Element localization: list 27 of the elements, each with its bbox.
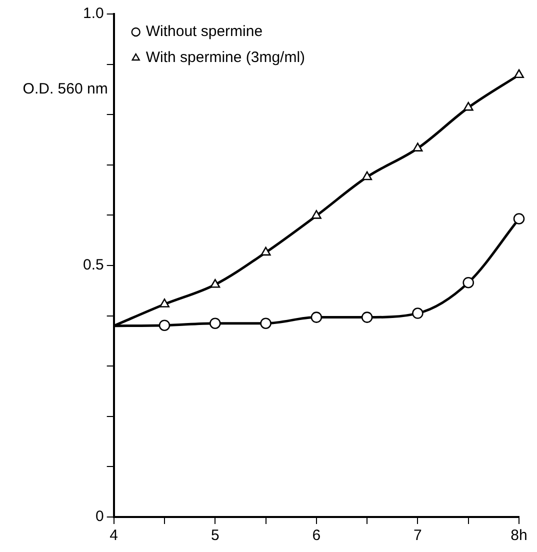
point xyxy=(311,210,322,219)
legend-label: Without spermine xyxy=(146,23,263,40)
x-tick-label: 4 xyxy=(110,527,118,544)
point xyxy=(260,318,272,329)
point xyxy=(463,102,474,111)
y-tick-label: 0 xyxy=(96,508,104,526)
x-tick-label: 7 xyxy=(414,527,422,544)
x-tick-label: 6 xyxy=(312,527,321,544)
point xyxy=(412,142,423,152)
point xyxy=(310,312,322,323)
legend-label: With spermine (3mg/ml) xyxy=(146,49,306,66)
point xyxy=(260,246,271,256)
point xyxy=(210,278,220,288)
x-tick-label: 8h xyxy=(510,527,528,544)
point xyxy=(514,69,524,78)
y-tick-label: 0.5 xyxy=(82,256,104,274)
point xyxy=(412,308,424,319)
point xyxy=(361,312,373,323)
point xyxy=(462,276,474,288)
point xyxy=(362,171,372,180)
y-tick-label: 1.0 xyxy=(82,5,104,22)
point xyxy=(209,318,221,329)
point xyxy=(513,213,525,224)
x-tick-label: 5 xyxy=(210,527,220,544)
point xyxy=(160,298,170,308)
y-axis-title: O.D. 560 nm xyxy=(22,80,108,98)
point xyxy=(158,320,170,332)
